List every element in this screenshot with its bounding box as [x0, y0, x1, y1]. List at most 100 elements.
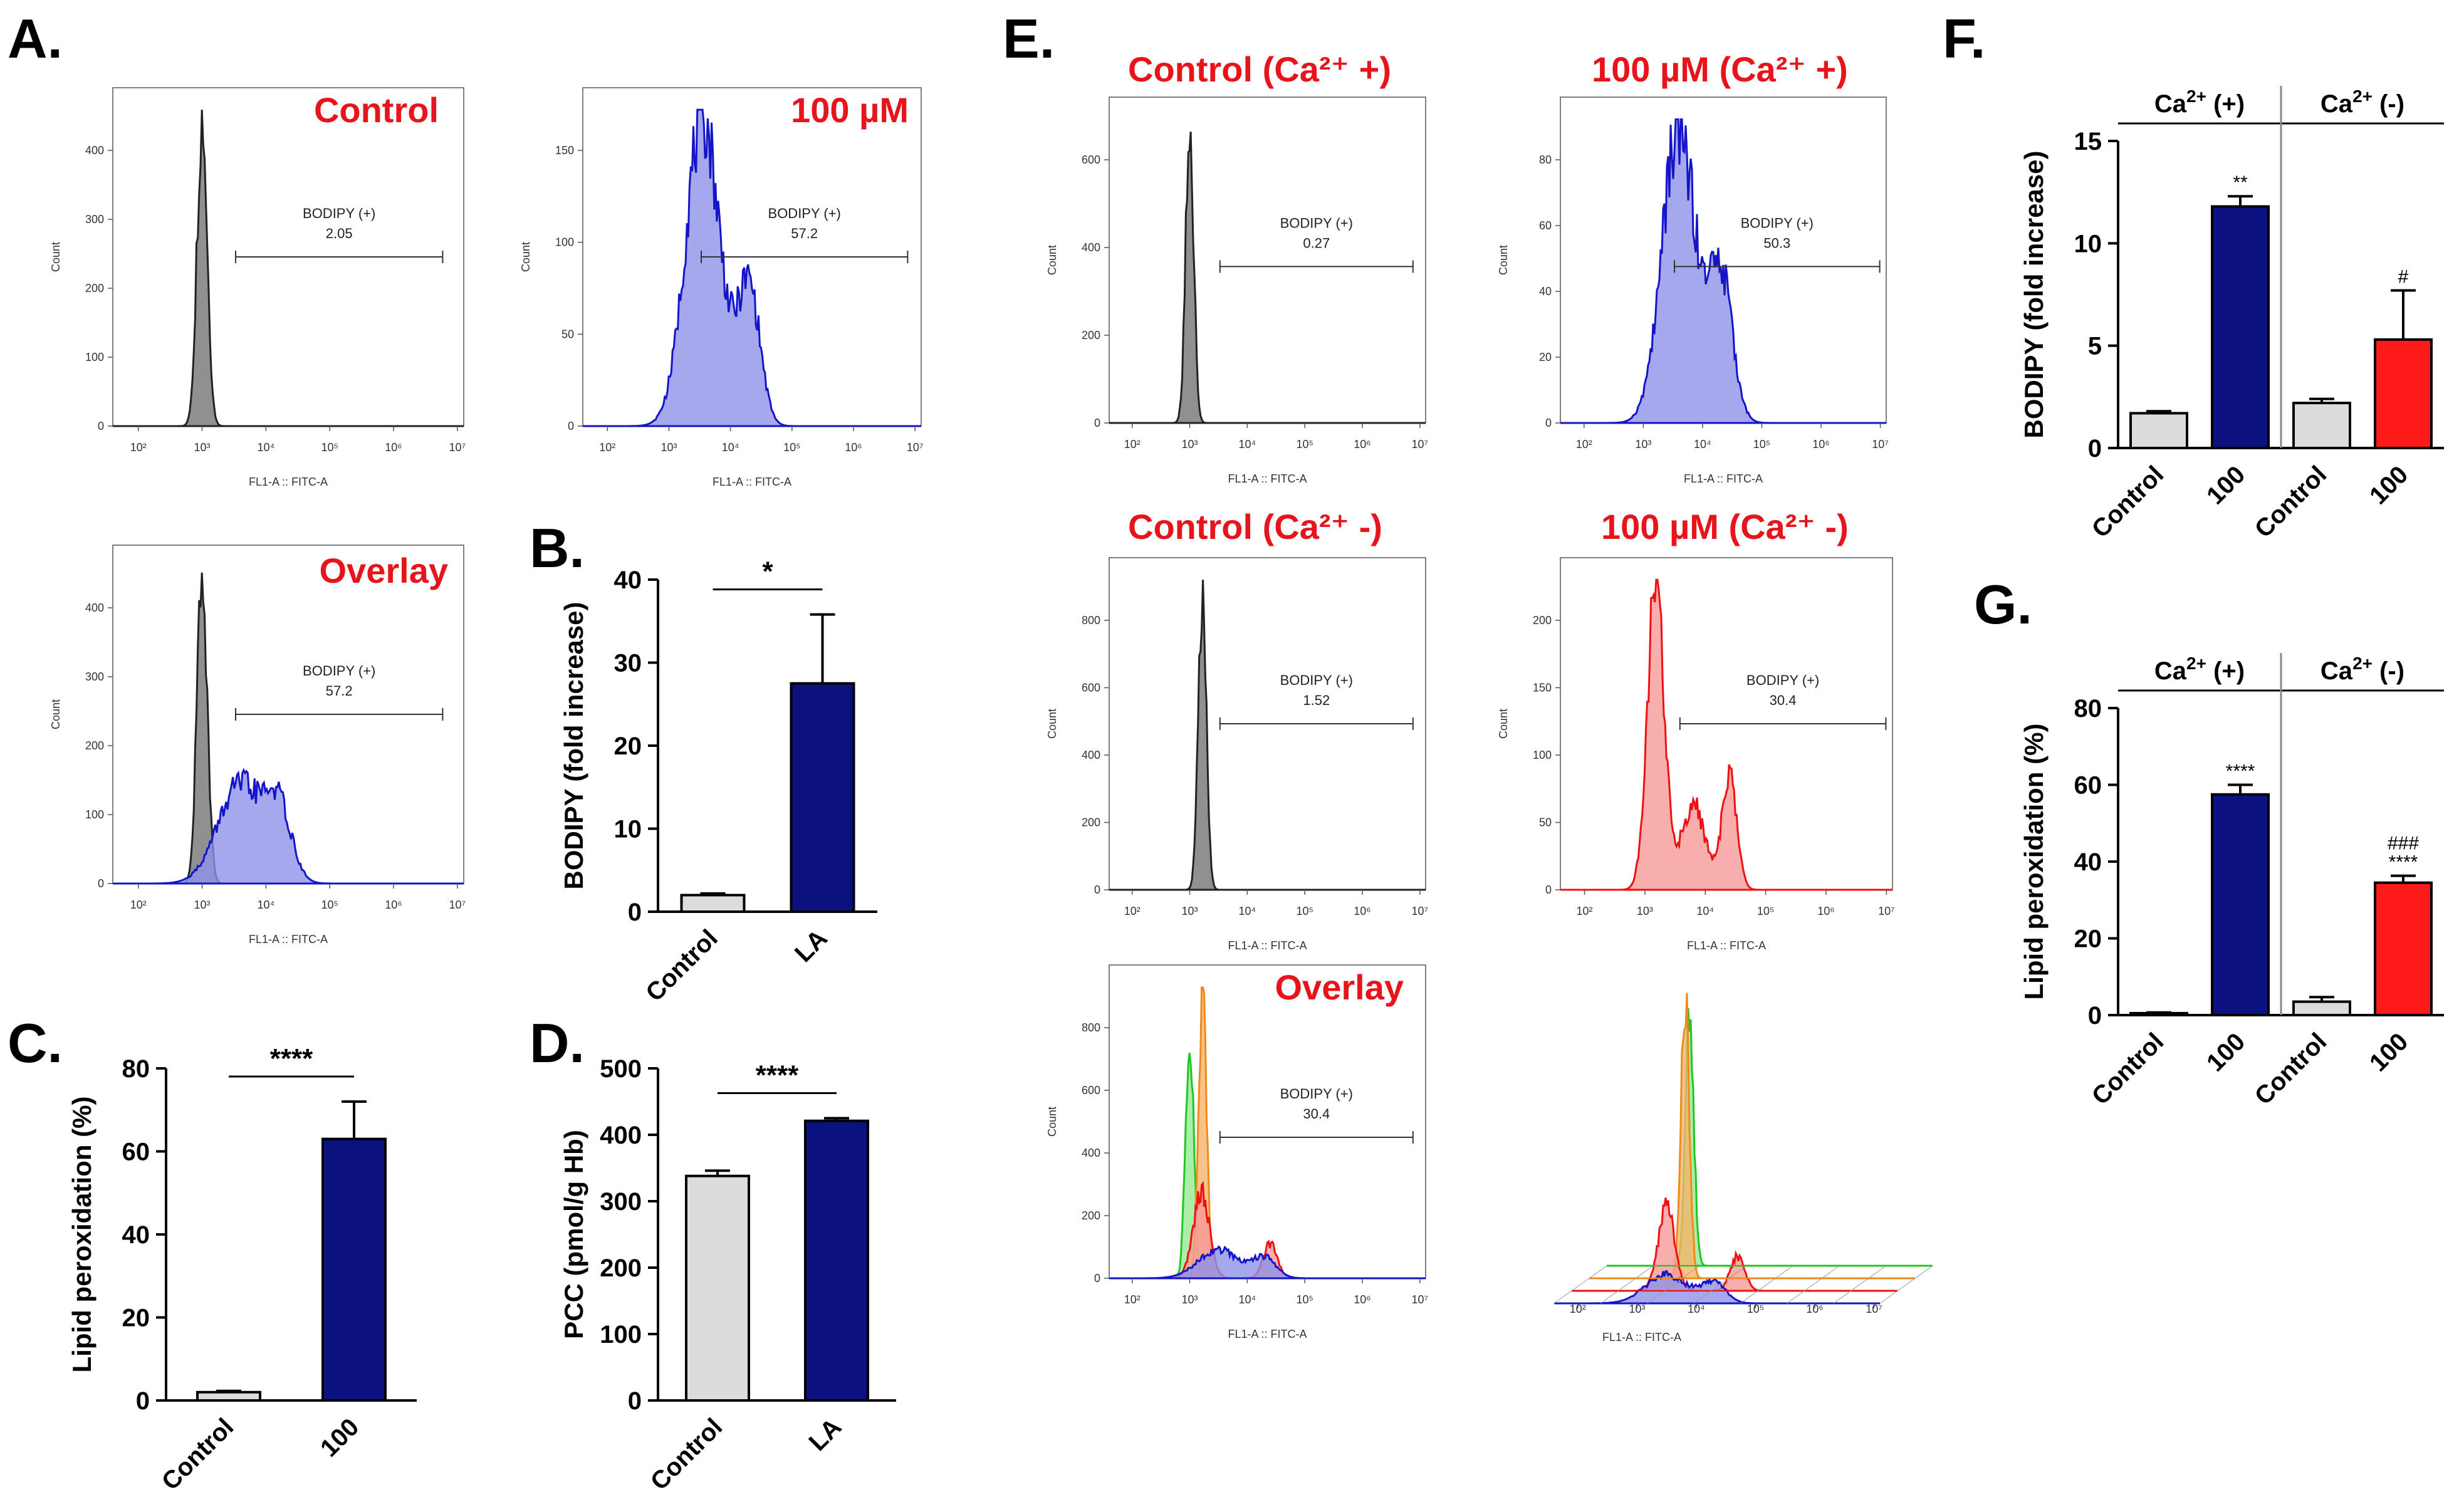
histogram-y-axis-label: Count: [1046, 709, 1058, 739]
gate-value: 50.3: [1763, 235, 1790, 251]
histogram-x-tick-label: 10⁷: [1412, 438, 1429, 451]
histogram-x-tick-label: 10²: [1124, 905, 1141, 917]
histogram-y-tick-label: 150: [1533, 682, 1552, 694]
significance-label: ****: [756, 1060, 799, 1091]
group-header-label: Ca2+ (+): [2154, 654, 2245, 685]
histogram-x-tick-label: 10⁴: [722, 441, 739, 454]
histogram-series-red: [1560, 578, 1892, 891]
histogram-x-tick-label: 10³: [1637, 905, 1653, 917]
bar-y-tick-label: 40: [2074, 848, 2102, 876]
histogram-x-tick-label: 10⁴: [257, 899, 274, 911]
histogram-y-tick-label: 600: [1082, 682, 1100, 694]
histogram-y-tick-label: 400: [1082, 1147, 1100, 1159]
gate-value: 57.2: [326, 683, 353, 699]
histogram-x-tick-label: 10³: [1182, 1293, 1198, 1306]
histogram-x-tick-label: 10³: [1182, 438, 1198, 451]
histogram-series-blue: [113, 768, 464, 885]
histogram-y-tick-label: 0: [1545, 417, 1552, 429]
offset-grid-line: [1647, 1265, 1700, 1304]
histogram-x-tick-label: 10²: [130, 441, 147, 454]
histogram-y-tick-label: 600: [1082, 154, 1100, 166]
histogram-x-tick-label: 10⁵: [1753, 438, 1770, 451]
histogram-x-axis-label: FL1-A :: FITC-A: [1228, 1328, 1307, 1340]
histogram-x-tick-label: 10⁷: [1412, 905, 1429, 917]
bar-y-tick-label: 10: [614, 816, 642, 843]
histogram-series-gray: [113, 110, 464, 427]
histogram-y-tick-label: 800: [1082, 614, 1100, 627]
histogram-y-tick-label: 400: [1082, 241, 1100, 254]
histogram-x-tick-label: 10⁴: [1238, 905, 1256, 917]
panel-letter-a: A.: [8, 8, 63, 70]
histogram-x-tick-label: 10⁴: [257, 441, 274, 454]
bar-annotation: **: [2233, 172, 2248, 193]
histogram-x-tick-label: 10⁶: [1806, 1303, 1823, 1315]
gate-value: 0.27: [1303, 235, 1330, 251]
offset-grid-line: [1787, 1265, 1840, 1304]
bar-y-axis-label: Lipid peroxidation (%): [2019, 724, 2049, 1000]
histogram-y-axis-label: Count: [1046, 245, 1058, 275]
gate-value: 2.05: [326, 226, 353, 241]
histogram-x-tick-label: 10⁷: [1878, 905, 1895, 917]
bar-annotation: ###: [2388, 833, 2419, 854]
histogram-y-tick-label: 100: [555, 236, 574, 249]
histogram-y-tick-label: 100: [85, 808, 104, 821]
histogram-x-axis-label: FL1-A :: FITC-A: [249, 476, 328, 488]
gate-value: 57.2: [791, 226, 818, 241]
group-label-base: Ca: [2154, 90, 2187, 118]
offset-grid-line: [1693, 1265, 1747, 1304]
panel-letter-e: E.: [1003, 8, 1055, 70]
histogram-x-tick-label: 10²: [1124, 1293, 1141, 1306]
gate-label: BODIPY (+): [1280, 1086, 1353, 1102]
histogram-x-tick-label: 10⁵: [1296, 438, 1313, 451]
histogram-y-axis-label: Count: [1497, 245, 1510, 275]
gate-label: BODIPY (+): [1280, 672, 1353, 688]
histogram-x-tick-label: 10⁷: [1872, 438, 1889, 451]
bar: [2211, 205, 2270, 449]
bar: [680, 894, 746, 913]
histogram-x-tick-label: 10⁷: [449, 899, 466, 911]
histogram-y-tick-label: 800: [1082, 1021, 1100, 1034]
histogram-series-gray: [1109, 132, 1426, 424]
offset-grid-line: [1600, 1265, 1654, 1304]
bar-y-tick-label: 80: [2074, 695, 2102, 722]
histogram-y-axis-label: Count: [50, 242, 62, 272]
histogram-x-tick-label: 10⁴: [1238, 438, 1256, 451]
offset-grid-line: [1879, 1265, 1933, 1304]
histogram-x-tick-label: 10²: [1124, 438, 1141, 451]
histogram-x-tick-label: 10⁵: [783, 441, 800, 454]
histogram-y-tick-label: 0: [568, 420, 574, 432]
panel-letter-g: G.: [1974, 573, 2032, 635]
histogram-x-tick-label: 10⁶: [1354, 1293, 1370, 1306]
bar-y-tick-label: 400: [600, 1122, 642, 1149]
histogram-x-axis-label: FL1-A :: FITC-A: [249, 933, 328, 946]
bar-y-tick-label: 15: [2074, 128, 2102, 155]
histogram-x-axis-label: FL1-A :: FITC-A: [713, 476, 791, 488]
histogram-x-axis-label: FL1-A :: FITC-A: [1228, 472, 1307, 485]
bar-annotation: ****: [2389, 852, 2418, 873]
offset-grid-line: [1833, 1265, 1887, 1304]
panel-letter-c: C.: [8, 1012, 63, 1074]
histogram-y-tick-label: 0: [1545, 884, 1552, 896]
histogram-y-tick-label: 60: [1539, 219, 1552, 232]
histogram-x-tick-label: 10⁶: [845, 441, 862, 454]
group-label-tail: (-): [2373, 657, 2404, 685]
bar-y-tick-label: 10: [2074, 230, 2102, 258]
group-label-tail: (+): [2206, 90, 2245, 118]
histogram-x-tick-label: 10⁵: [1757, 905, 1774, 917]
histogram-series-blue: [1560, 118, 1886, 424]
group-label-superscript: 2+: [2186, 654, 2206, 673]
histogram-y-tick-label: 50: [561, 328, 574, 340]
histogram-x-tick-label: 10⁴: [1688, 1303, 1705, 1315]
histogram-x-tick-label: 10²: [130, 899, 147, 911]
histogram-y-tick-label: 0: [1094, 1272, 1100, 1285]
bar-y-axis-label: BODIPY (fold increase): [559, 602, 588, 889]
histogram-x-tick-label: 10²: [599, 441, 615, 454]
bar-y-tick-label: 500: [600, 1055, 642, 1083]
bar-y-tick-label: 0: [2088, 1002, 2102, 1030]
histogram-y-tick-label: 50: [1539, 816, 1552, 829]
bar: [2211, 793, 2270, 1016]
histogram-y-tick-label: 0: [98, 877, 104, 890]
bar-y-tick-label: 30: [614, 650, 642, 677]
histogram-x-tick-label: 10⁷: [449, 441, 466, 454]
